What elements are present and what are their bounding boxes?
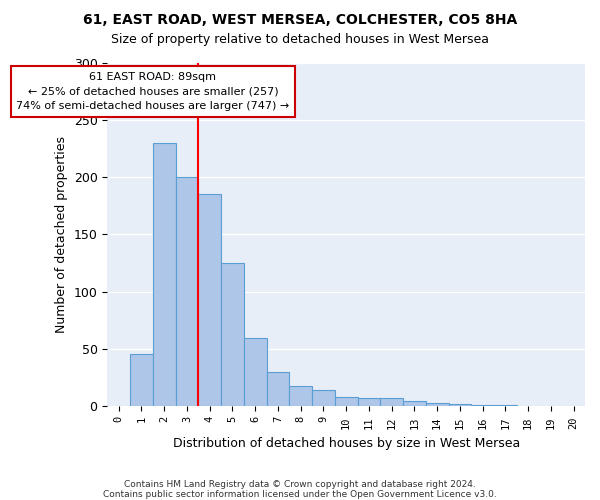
Bar	[380, 398, 403, 406]
Text: 61, EAST ROAD, WEST MERSEA, COLCHESTER, CO5 8HA: 61, EAST ROAD, WEST MERSEA, COLCHESTER, …	[83, 12, 517, 26]
Bar	[335, 398, 358, 406]
Bar	[130, 354, 153, 406]
Text: Contains HM Land Registry data © Crown copyright and database right 2024.: Contains HM Land Registry data © Crown c…	[124, 480, 476, 489]
Bar	[403, 400, 426, 406]
Bar	[426, 403, 449, 406]
Bar	[449, 404, 471, 406]
Bar	[289, 386, 312, 406]
Text: Size of property relative to detached houses in West Mersea: Size of property relative to detached ho…	[111, 32, 489, 46]
X-axis label: Distribution of detached houses by size in West Mersea: Distribution of detached houses by size …	[173, 437, 520, 450]
Bar	[312, 390, 335, 406]
Bar	[153, 143, 176, 406]
Bar	[221, 263, 244, 406]
Bar	[199, 194, 221, 406]
Text: 61 EAST ROAD: 89sqm
← 25% of detached houses are smaller (257)
74% of semi-detac: 61 EAST ROAD: 89sqm ← 25% of detached ho…	[16, 72, 289, 112]
Bar	[244, 338, 266, 406]
Bar	[358, 398, 380, 406]
Text: Contains public sector information licensed under the Open Government Licence v3: Contains public sector information licen…	[103, 490, 497, 499]
Bar	[176, 177, 199, 406]
Bar	[266, 372, 289, 406]
Y-axis label: Number of detached properties: Number of detached properties	[55, 136, 68, 333]
